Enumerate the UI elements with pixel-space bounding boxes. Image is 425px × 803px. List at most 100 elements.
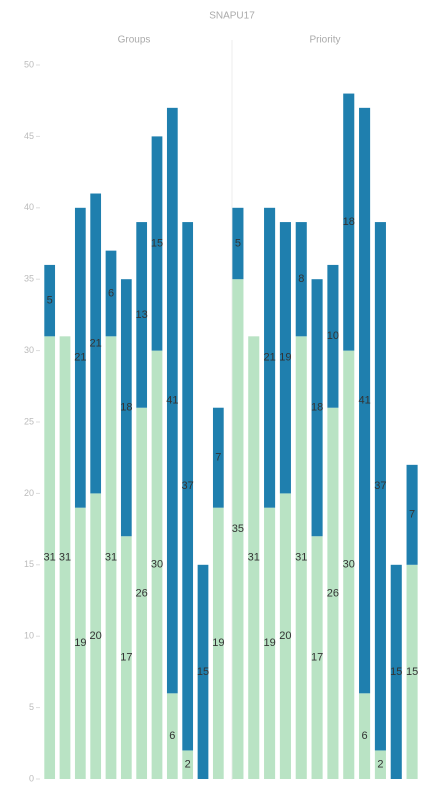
data-label: 18 bbox=[311, 402, 323, 414]
y-tick-label: 20 bbox=[24, 488, 34, 498]
bar-segment bbox=[182, 222, 194, 751]
data-label: 6 bbox=[362, 730, 368, 742]
data-label: 41 bbox=[358, 394, 370, 406]
data-label: 31 bbox=[105, 552, 117, 564]
bar-segment bbox=[232, 207, 244, 280]
bar-segment bbox=[311, 279, 323, 537]
data-label: 31 bbox=[59, 552, 71, 564]
bar-segment bbox=[182, 750, 194, 779]
data-label: 31 bbox=[44, 552, 56, 564]
data-label: 13 bbox=[136, 309, 148, 321]
bar-segment bbox=[264, 507, 276, 779]
bar-segment bbox=[406, 564, 418, 779]
data-label: 26 bbox=[327, 587, 339, 599]
data-label: 37 bbox=[182, 480, 194, 492]
bar-segment bbox=[212, 407, 224, 508]
bar-segment bbox=[151, 350, 163, 779]
data-label: 15 bbox=[390, 666, 402, 678]
data-label: 35 bbox=[232, 523, 244, 535]
bar-segment bbox=[74, 507, 86, 779]
data-label: 30 bbox=[151, 559, 163, 571]
data-label: 41 bbox=[166, 394, 178, 406]
bar-segment bbox=[359, 107, 371, 694]
data-label: 17 bbox=[120, 652, 132, 664]
data-label: 6 bbox=[108, 287, 114, 299]
y-tick-label: 50 bbox=[24, 59, 34, 69]
data-label: 7 bbox=[215, 452, 221, 464]
bar-segment bbox=[406, 464, 418, 565]
data-label: 37 bbox=[374, 480, 386, 492]
data-label: 15 bbox=[197, 666, 209, 678]
bar-segment bbox=[248, 336, 260, 779]
bar-segment bbox=[374, 750, 386, 779]
data-label: 20 bbox=[279, 630, 291, 642]
bar-segment bbox=[90, 193, 102, 494]
data-label: 18 bbox=[120, 402, 132, 414]
data-label: 19 bbox=[212, 637, 224, 649]
bar-segment bbox=[279, 493, 291, 779]
y-tick-label: 10 bbox=[24, 631, 34, 641]
bar-segment bbox=[105, 336, 117, 779]
panel-title: Groups bbox=[118, 35, 151, 46]
y-tick-label: 25 bbox=[24, 416, 34, 426]
data-label: 6 bbox=[169, 730, 175, 742]
data-label: 19 bbox=[279, 352, 291, 364]
bar-segment bbox=[295, 222, 307, 337]
bar-segment bbox=[343, 93, 355, 351]
data-label: 20 bbox=[90, 630, 102, 642]
bar-segment bbox=[44, 336, 56, 779]
bar-segment bbox=[59, 336, 71, 779]
data-label: 21 bbox=[263, 352, 275, 364]
data-label: 18 bbox=[343, 216, 355, 228]
data-label: 30 bbox=[343, 559, 355, 571]
bar-segment bbox=[120, 536, 132, 779]
bar-segment bbox=[90, 493, 102, 779]
data-label: 8 bbox=[298, 273, 304, 285]
y-tick-label: 0 bbox=[29, 773, 34, 783]
data-label: 17 bbox=[311, 652, 323, 664]
y-tick-label: 45 bbox=[24, 131, 34, 141]
bar-segment bbox=[151, 136, 163, 351]
data-label: 7 bbox=[409, 509, 415, 521]
bar-segment bbox=[105, 250, 117, 337]
bar-segment bbox=[327, 407, 339, 779]
data-label: 21 bbox=[90, 337, 102, 349]
bar-segment bbox=[136, 407, 148, 779]
data-label: 19 bbox=[74, 637, 86, 649]
y-tick-label: 40 bbox=[24, 202, 34, 212]
data-label: 5 bbox=[235, 237, 241, 249]
panel-title: Priority bbox=[309, 35, 340, 46]
bar-segment bbox=[279, 222, 291, 494]
bar-segment bbox=[327, 264, 339, 408]
bar-segment bbox=[197, 564, 209, 779]
data-label: 2 bbox=[377, 759, 383, 771]
bar-segment bbox=[311, 536, 323, 779]
y-tick-label: 35 bbox=[24, 274, 34, 284]
bar-segment bbox=[136, 222, 148, 408]
bar-segment bbox=[390, 564, 402, 779]
bar-segment bbox=[295, 336, 307, 779]
bar-segment bbox=[44, 264, 56, 337]
y-tick-label: 5 bbox=[29, 702, 34, 712]
data-label: 10 bbox=[327, 330, 339, 342]
data-label: 15 bbox=[151, 237, 163, 249]
data-label: 31 bbox=[248, 552, 260, 564]
bar-segment bbox=[232, 279, 244, 779]
y-tick-label: 30 bbox=[24, 345, 34, 355]
bar-segment bbox=[359, 693, 371, 779]
data-label: 5 bbox=[47, 295, 53, 307]
bar-segment bbox=[264, 207, 276, 508]
bar-segment bbox=[74, 207, 86, 508]
bar-segment bbox=[166, 107, 178, 694]
bar-segment bbox=[166, 693, 178, 779]
bar-segment bbox=[374, 222, 386, 751]
data-label: 2 bbox=[185, 759, 191, 771]
data-label: 15 bbox=[406, 666, 418, 678]
bar-segment bbox=[120, 279, 132, 537]
bar-segment bbox=[343, 350, 355, 779]
bar-segment bbox=[212, 507, 224, 779]
data-label: 31 bbox=[295, 552, 307, 564]
chart-title: SNAPU17 bbox=[209, 11, 255, 22]
data-label: 26 bbox=[136, 587, 148, 599]
